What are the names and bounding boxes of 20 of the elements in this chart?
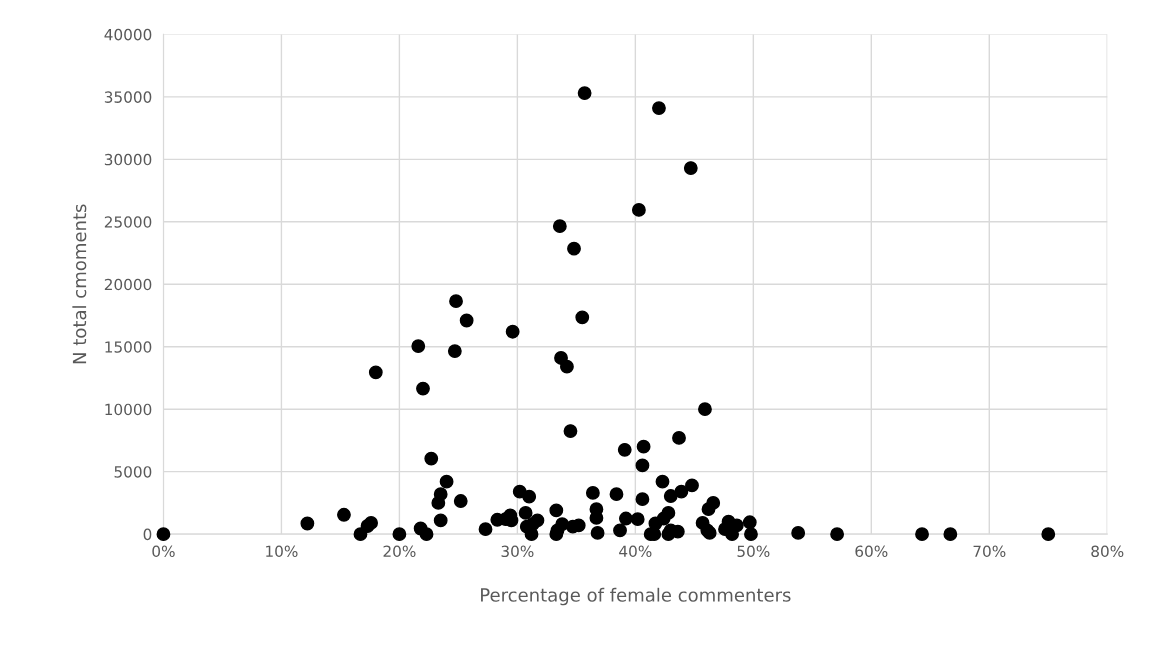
y-tick-label: 40000 — [104, 28, 152, 41]
x-tick-label: 60% — [855, 545, 888, 558]
x-tick-label: 40% — [619, 545, 652, 558]
y-tick-label: 15000 — [105, 341, 152, 353]
y-tick-label: 10000 — [105, 403, 152, 416]
y-tick-label: 25000 — [104, 216, 152, 228]
x-tick-label: 30% — [501, 545, 534, 558]
x-tick-label: 80% — [1091, 545, 1124, 558]
x-tick-label: 20% — [383, 545, 416, 558]
y-tick-label: 30000 — [104, 153, 152, 166]
y-tick-label: 20000 — [104, 278, 152, 291]
x-tick-label: 50% — [737, 545, 770, 558]
y-tick-label: 35000 — [104, 91, 152, 103]
x-tick-label: 10% — [266, 545, 298, 558]
x-axis-title: Percentage of female commenters — [481, 587, 791, 606]
y-axis-title: N total cmoments — [72, 204, 87, 364]
y-tick-label: 5000 — [114, 466, 152, 478]
x-tick-label: 70% — [973, 545, 1006, 558]
y-tick-label: 0 — [143, 528, 152, 541]
x-tick-label: 0% — [152, 545, 175, 558]
